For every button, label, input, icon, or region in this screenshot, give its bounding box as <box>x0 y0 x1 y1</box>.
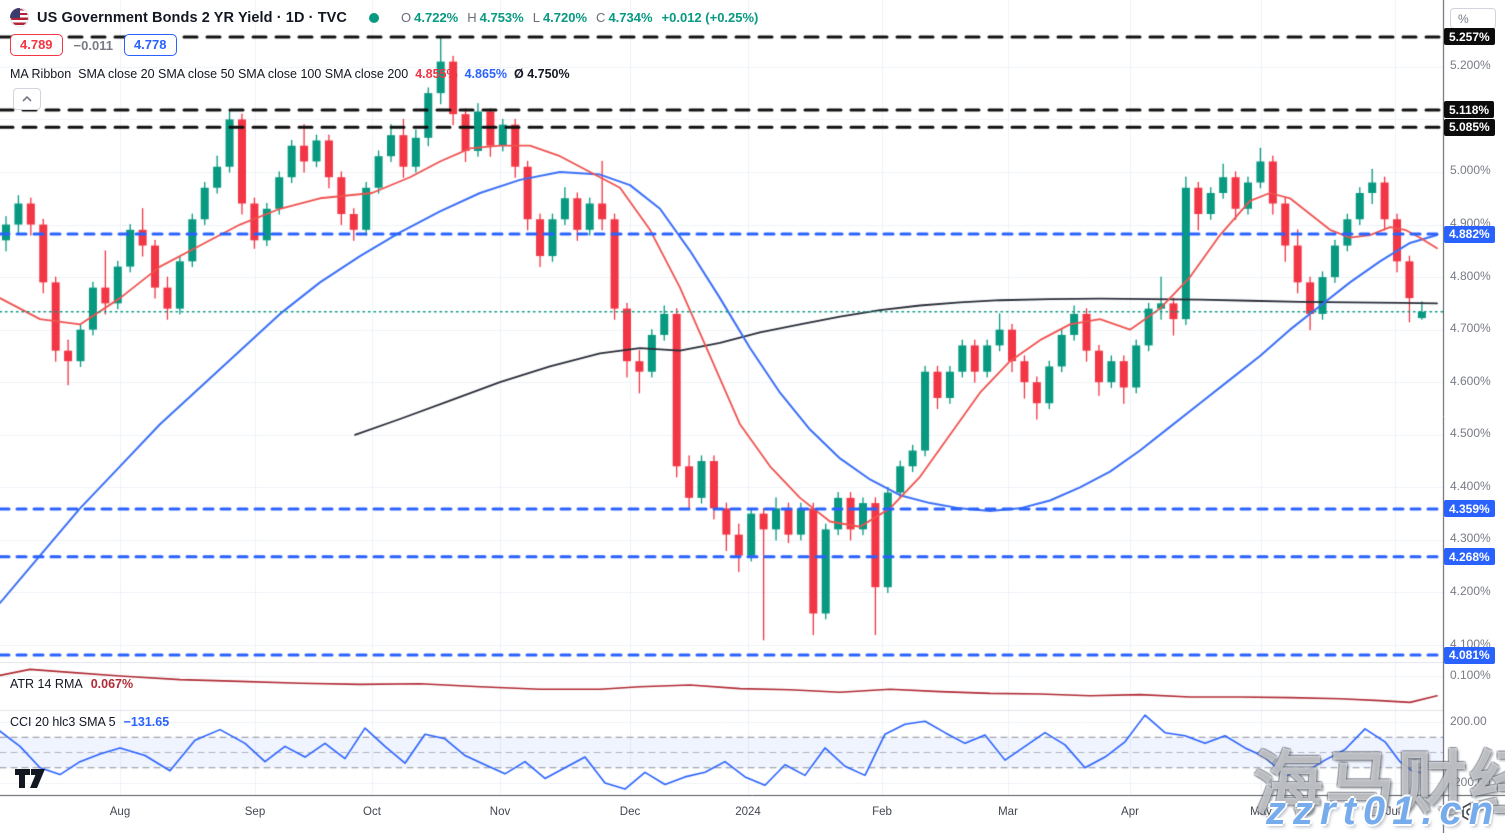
time-axis-label: Feb <box>872 806 892 818</box>
time-axis-label: Oct <box>363 806 381 818</box>
ma-ribbon-legend[interactable]: MA Ribbon SMA close 20 SMA close 50 SMA … <box>10 67 570 81</box>
price-tag-row: 4.789 −0.011 4.778 <box>10 34 177 56</box>
atr-legend[interactable]: ATR 14 RMA 0.067% <box>10 677 133 691</box>
price-tick-label: 5.200% <box>1450 58 1491 73</box>
cci-tick-label: 200.00 <box>1450 713 1487 728</box>
price-axis[interactable]: % 5.200% 5.000% 4.900% 4.800% 4.700% 4.600% 4.… <box>1443 0 1505 833</box>
level-chip-black: 5.085% <box>1444 118 1495 136</box>
chevron-up-icon <box>22 96 32 102</box>
symbol-header: US Government Bonds 2 YR Yield · 1D · TV… <box>10 8 758 27</box>
cci-name: CCI 20 hlc3 SMA 5 <box>10 715 116 729</box>
price-tick-label: 4.600% <box>1450 373 1491 388</box>
time-axis-label: 2024 <box>735 806 761 818</box>
market-status-dot-icon <box>369 12 380 23</box>
open-key: O <box>401 10 412 25</box>
time-axis-label: Dec <box>619 806 641 818</box>
collapse-legend-button[interactable] <box>13 88 41 110</box>
high-key: H <box>467 10 477 25</box>
time-axis-label: Jun <box>1385 806 1405 818</box>
price-tag-difference: −0.011 <box>73 37 113 53</box>
lower-price-tag[interactable]: 4.778 <box>123 34 177 56</box>
ohlc-readout: O 4.722% H 4.753% L 4.720% C 4.734% +0.012 (… <box>401 10 758 25</box>
change-value: +0.012 (+0.25%) <box>661 10 759 25</box>
time-axis[interactable]: Aug Sep Oct Nov Dec 2024 Feb Mar Apr May Jun <box>0 795 1443 833</box>
price-tick-label: 4.700% <box>1450 321 1491 336</box>
atr-name: ATR 14 RMA <box>10 677 83 691</box>
time-axis-label: Sep <box>244 806 266 818</box>
price-tick-label: 4.300% <box>1450 531 1491 546</box>
us-flag-icon <box>10 8 29 27</box>
level-chip-blue: 4.882% <box>1444 225 1495 243</box>
ma-ribbon-name: MA Ribbon <box>10 67 72 81</box>
time-axis-label: Aug <box>109 806 131 818</box>
level-chip-blue: 4.081% <box>1444 646 1495 664</box>
tradingview-logo-icon[interactable] <box>15 769 45 789</box>
close-value: 4.734% <box>608 10 653 25</box>
time-axis-label: May <box>1250 806 1272 818</box>
atr-value: 0.067% <box>90 677 134 691</box>
low-value: 4.720% <box>542 10 588 25</box>
low-key: L <box>532 10 540 25</box>
price-tick-label: 4.800% <box>1450 268 1491 283</box>
price-tick-label: 4.400% <box>1450 478 1491 493</box>
level-chip-blue: 4.268% <box>1444 548 1495 566</box>
percent-scale-button[interactable]: % <box>1450 8 1496 29</box>
open-value: 4.722% <box>414 10 459 25</box>
time-axis-label: Nov <box>489 806 511 818</box>
symbol-title[interactable]: US Government Bonds 2 YR Yield · 1D · TV… <box>37 9 348 26</box>
ma-ribbon-value-avg: Ø 4.750% <box>514 67 570 81</box>
level-chip-black: 5.257% <box>1444 28 1495 46</box>
close-key: C <box>596 10 606 25</box>
ma-ribbon-value-blue: 4.865% <box>464 67 508 81</box>
atr-tick-label: 0.100% <box>1450 667 1491 682</box>
level-chip-black: 5.118% <box>1444 101 1495 119</box>
price-tick-label: 5.000% <box>1450 163 1491 178</box>
price-tick-label: 4.200% <box>1450 583 1491 598</box>
ma-ribbon-params: SMA close 20 SMA close 50 SMA close 100 … <box>78 67 409 81</box>
time-axis-label: Apr <box>1121 806 1139 818</box>
ma-ribbon-value-red: 4.855% <box>415 67 458 81</box>
axis-settings-gear-icon[interactable] <box>1459 801 1481 823</box>
time-axis-label: Mar <box>998 806 1018 818</box>
price-tick-label: 4.500% <box>1450 426 1491 441</box>
level-chip-blue: 4.359% <box>1444 500 1495 518</box>
cci-value: −131.65 <box>123 715 170 729</box>
upper-price-tag[interactable]: 4.789 <box>10 34 63 56</box>
high-value: 4.753% <box>479 10 524 25</box>
cci-legend[interactable]: CCI 20 hlc3 SMA 5 −131.65 <box>10 715 169 729</box>
cci-tick-label: -200.00 <box>1450 774 1491 789</box>
